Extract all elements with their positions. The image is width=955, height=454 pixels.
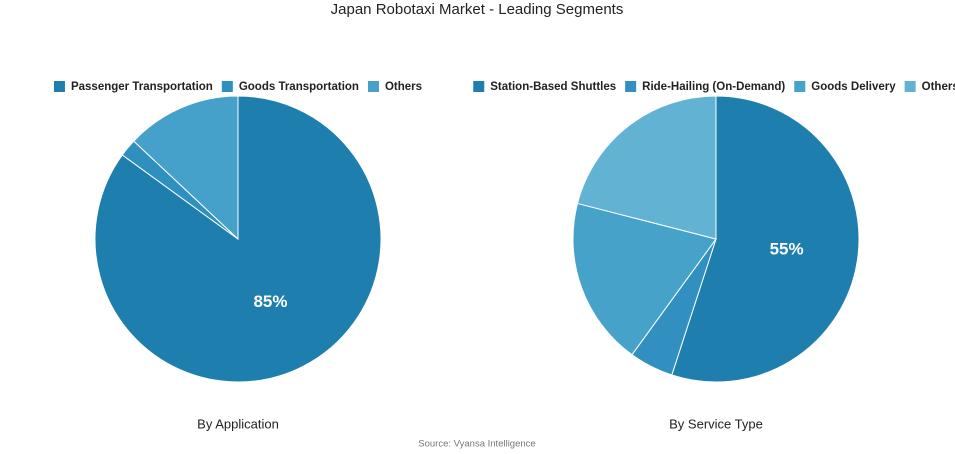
chart-subtitle: By Service Type bbox=[669, 416, 763, 431]
legend-label: Station-Based Shuttles bbox=[490, 81, 616, 93]
legend: Passenger Transportation Goods Transporta… bbox=[53, 81, 422, 93]
legend-label: Passenger Transportation bbox=[71, 81, 213, 93]
legend-label: Goods Delivery bbox=[811, 81, 896, 93]
chart-subtitle: By Application bbox=[197, 416, 279, 431]
legend-swatch bbox=[53, 81, 65, 92]
pie-slice bbox=[671, 95, 860, 383]
legend-swatch bbox=[625, 81, 637, 92]
legend-label: Goods Transportation bbox=[239, 81, 359, 93]
value-label: 55% bbox=[770, 240, 804, 259]
legend-swatch bbox=[904, 81, 916, 92]
legend-swatch bbox=[473, 81, 485, 92]
legend-swatch bbox=[367, 81, 379, 92]
legend: Station-Based Shuttles Ride-Hailing (On-D… bbox=[473, 81, 955, 93]
legend-swatch bbox=[794, 81, 806, 92]
legend-swatch bbox=[221, 81, 233, 92]
legend-label: Others bbox=[385, 81, 422, 93]
pie-slice bbox=[94, 95, 382, 383]
legend-label: Ride-Hailing (On-Demand) bbox=[642, 81, 785, 93]
source: Source: Vyansa Intelligence bbox=[418, 439, 535, 450]
pie-slice bbox=[572, 202, 717, 356]
legend-label: Others bbox=[922, 81, 955, 93]
page-title: Japan Robotaxi Market - Leading Segments bbox=[331, 1, 624, 18]
value-label: 85% bbox=[253, 292, 287, 311]
pie-slice bbox=[576, 95, 717, 240]
pie-slice bbox=[133, 95, 239, 241]
